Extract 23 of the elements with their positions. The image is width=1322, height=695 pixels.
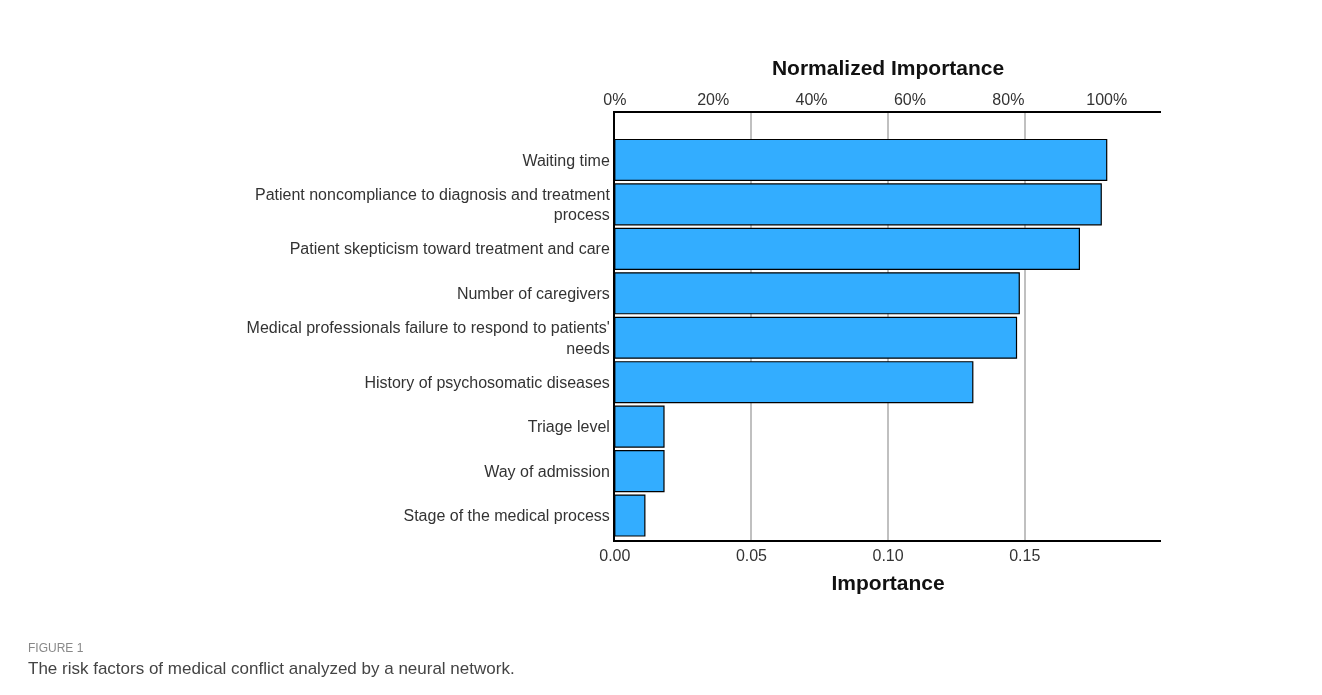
- x2-tick-label: 0%: [603, 91, 627, 109]
- x2-tick-label: 20%: [697, 91, 730, 109]
- y-tick-label: Medical professionals failure to respond to patients' needs: [246, 318, 610, 357]
- y-tick-label: Patient noncompliance to diagnosis and treatment process: [254, 185, 611, 224]
- y-tick-label: Way of admission: [484, 462, 610, 480]
- x2-axis-title: Normalized Importance: [771, 55, 1005, 79]
- y-tick-label: Number of caregivers: [456, 284, 610, 302]
- caption: FIGURE 1: [28, 641, 84, 655]
- y-tick-label: Stage of the medical process: [403, 507, 610, 525]
- y-tick-label: Waiting time: [522, 151, 610, 169]
- x-tick-label: 0.15: [1009, 546, 1041, 564]
- x-tick-label: 0.05: [735, 546, 768, 564]
- x2-tick-label: 80%: [992, 91, 1025, 109]
- y-tick-label: Patient skepticism toward treatment and care: [289, 240, 610, 258]
- y-tick-label: History of psychosomatic diseases: [364, 373, 610, 391]
- x-axis-title: Importance: [831, 570, 945, 594]
- x-tick-label: 0.10: [872, 546, 904, 564]
- x2-tick-label: 60%: [893, 91, 926, 109]
- x-tick-label: 0.00: [599, 546, 631, 564]
- x2-tick-label: 40%: [795, 91, 828, 109]
- text: The risk factors of medical conflict analyzed by a neural network.: [28, 659, 515, 678]
- y-tick-label: Triage level: [527, 418, 610, 436]
- x2-tick-label: 100%: [1086, 91, 1128, 109]
